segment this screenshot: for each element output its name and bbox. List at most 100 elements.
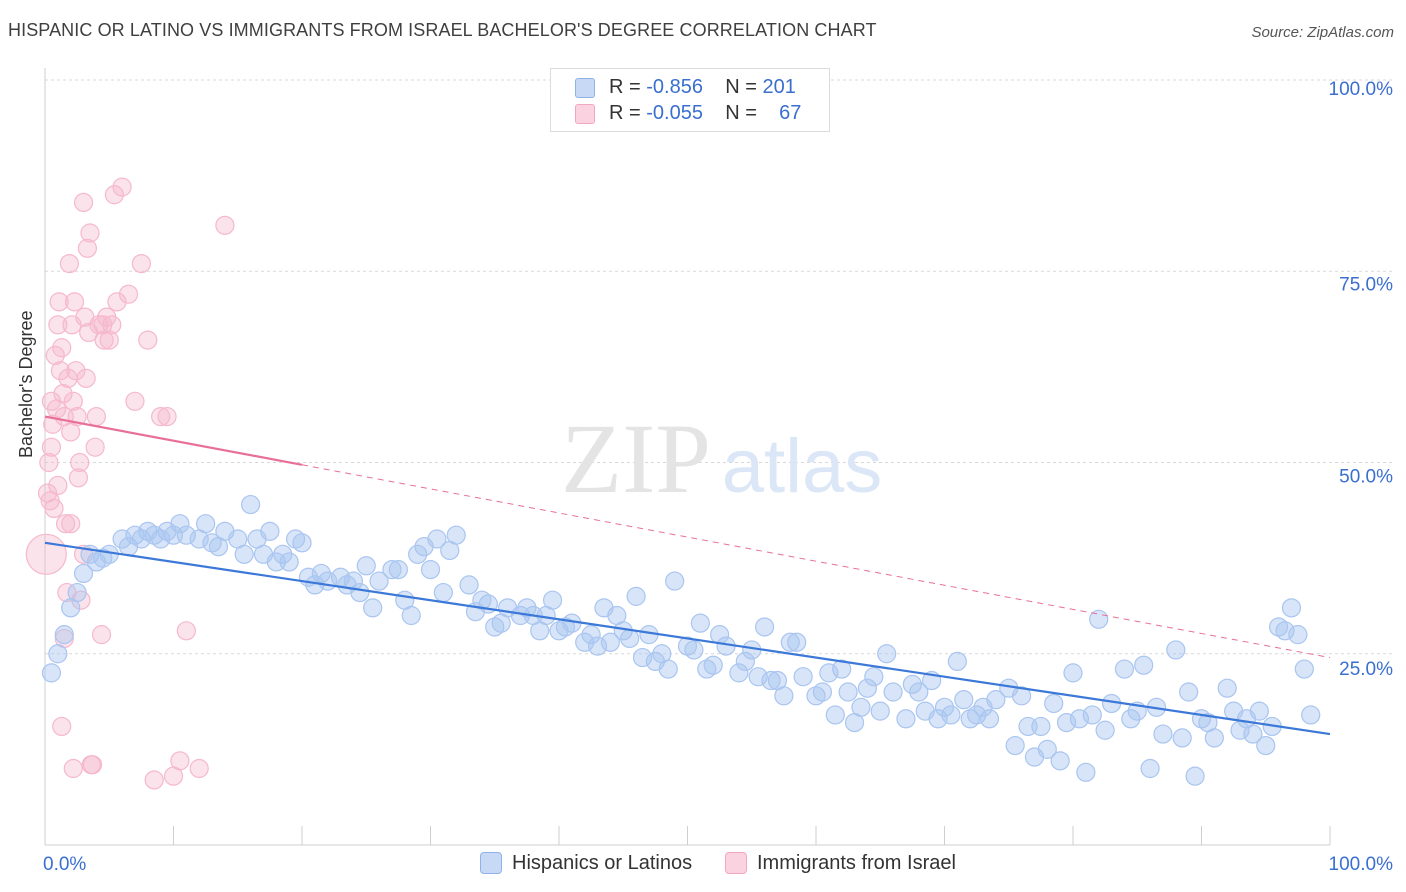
y-tick-label: 50.0% <box>1339 467 1393 488</box>
data-point-hispanic <box>446 525 466 545</box>
data-point-hispanic <box>934 697 955 717</box>
data-point-hispanic <box>1037 739 1057 759</box>
data-point-israel <box>52 716 72 737</box>
data-point-hispanic <box>665 571 685 591</box>
data-point-israel <box>104 185 124 205</box>
data-point-hispanic <box>761 670 781 691</box>
data-point-hispanic <box>1050 751 1070 771</box>
series-immigrants-from-israel <box>25 177 235 790</box>
data-point-hispanic <box>819 663 839 683</box>
data-point-hispanic <box>703 655 723 675</box>
data-point-hispanic <box>729 663 749 683</box>
data-point-hispanic <box>1011 686 1032 706</box>
data-point-hispanic <box>632 647 653 668</box>
data-point-hispanic <box>1185 766 1205 786</box>
trend-line-israel-dashed <box>301 464 1331 659</box>
data-point-hispanic <box>542 590 563 610</box>
watermark: ZIP atlas <box>561 403 882 514</box>
data-point-hispanic <box>401 605 421 626</box>
data-point-hispanic <box>388 559 408 580</box>
data-point-hispanic <box>684 640 704 660</box>
data-point-hispanic <box>954 690 974 710</box>
data-point-israel <box>80 223 100 243</box>
legend-n-value: 201 <box>762 76 796 98</box>
data-point-israel <box>86 407 107 427</box>
data-point-hispanic <box>176 525 196 545</box>
data-point-israel <box>45 345 65 365</box>
data-point-hispanic <box>1121 709 1141 729</box>
trend-line-hispanic <box>44 541 1331 736</box>
data-point-israel <box>66 361 86 381</box>
data-point-israel <box>25 533 67 575</box>
trend-line-israel <box>44 415 303 466</box>
data-point-hispanic <box>793 667 813 687</box>
data-point-israel <box>125 391 145 411</box>
data-point-hispanic <box>241 494 261 515</box>
data-point-hispanic <box>979 709 1000 729</box>
data-point-hispanic <box>896 709 916 729</box>
trend-lines <box>44 415 1331 736</box>
data-point-israel <box>48 315 68 335</box>
data-point-hispanic <box>260 521 280 541</box>
bottom-legend-label: Hispanics or Latinos <box>512 852 693 874</box>
data-point-hispanic <box>273 544 293 564</box>
data-point-israel <box>131 254 151 274</box>
data-point-hispanic <box>1134 655 1154 675</box>
data-point-israel <box>55 514 76 534</box>
data-point-hispanic <box>780 632 800 652</box>
data-point-hispanic <box>1166 640 1186 660</box>
data-point-hispanic <box>517 598 537 618</box>
data-point-israel <box>112 177 132 197</box>
data-point-hispanic <box>41 663 62 683</box>
data-point-israel <box>151 407 171 427</box>
data-point-hispanic <box>1243 724 1263 744</box>
data-point-hispanic <box>877 644 897 664</box>
data-point-hispanic <box>408 544 428 564</box>
data-point-hispanic <box>1301 705 1321 725</box>
data-point-hispanic <box>658 659 678 679</box>
data-point-hispanic <box>1140 758 1160 779</box>
data-point-hispanic <box>1005 735 1025 756</box>
data-point-hispanic <box>1095 720 1115 740</box>
data-point-hispanic <box>1031 716 1051 737</box>
data-point-hispanic <box>825 705 845 725</box>
data-point-hispanic <box>1249 701 1269 721</box>
data-point-hispanic <box>356 556 376 576</box>
data-point-hispanic <box>902 674 922 694</box>
data-point-hispanic <box>67 582 87 603</box>
data-point-hispanic <box>941 705 961 725</box>
correlation-legend: R = -0.856 N = 201 R = -0.055 N = 67 <box>550 68 830 132</box>
data-point-hispanic <box>774 686 794 706</box>
data-point-israel <box>94 330 114 350</box>
data-point-israel <box>170 751 190 771</box>
data-point-hispanic <box>433 582 453 603</box>
data-point-israel <box>107 292 127 312</box>
data-point-hispanic <box>832 659 852 679</box>
data-point-hispanic <box>151 529 171 549</box>
data-point-hispanic <box>986 690 1006 710</box>
data-point-israel <box>118 284 139 304</box>
data-point-hispanic <box>600 632 621 652</box>
data-point-hispanic <box>234 544 254 564</box>
data-point-hispanic <box>1056 712 1077 733</box>
data-point-hispanic <box>112 529 132 549</box>
data-point-israel <box>41 437 62 457</box>
series-hispanics-or-latinos <box>41 494 1321 786</box>
data-point-hispanic <box>754 617 775 637</box>
data-point-hispanic <box>967 705 987 725</box>
data-point-israel <box>99 330 119 350</box>
data-point-hispanic <box>311 563 331 584</box>
data-point-hispanic <box>1288 625 1308 645</box>
data-point-hispanic <box>382 559 402 580</box>
data-point-hispanic <box>626 586 646 606</box>
data-point-hispanic <box>947 651 967 672</box>
data-point-hispanic <box>420 559 441 580</box>
data-point-israel <box>73 192 94 212</box>
data-point-hispanic <box>812 682 833 702</box>
legend-text: R = -0.055 N = 67 <box>609 102 802 124</box>
data-point-hispanic <box>1153 724 1173 744</box>
source-label: Source: ZipAtlas.com <box>1251 24 1394 41</box>
legend-swatch-blue <box>575 78 595 98</box>
data-point-hispanic <box>838 682 858 702</box>
data-point-hispanic <box>1294 659 1314 679</box>
